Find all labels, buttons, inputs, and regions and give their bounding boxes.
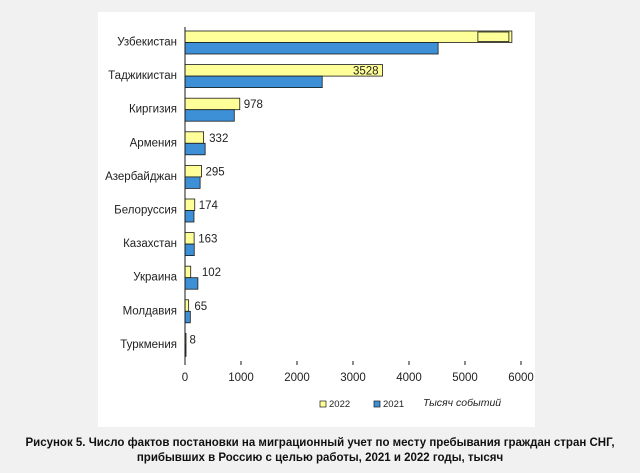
bar-2021 (184, 243, 195, 257)
caption-line-2: прибывших в Россию с целью работы, 2021 … (136, 452, 504, 464)
bar-2021 (184, 75, 323, 88)
category-label: Украина (133, 272, 177, 284)
x-tick-label: 2000 (284, 372, 310, 384)
legend-swatch (319, 400, 327, 408)
legend-label: 2022 (329, 399, 350, 410)
category-label: Белоруссия (114, 205, 177, 217)
x-tick-label: 4000 (396, 372, 422, 384)
figure-caption: Рисунок 5. Число фактов постановки на ми… (0, 436, 640, 466)
value-label: 332 (209, 133, 228, 145)
category-label: Узбекистан (117, 37, 177, 49)
bar-2022 (184, 265, 192, 279)
caption-line-1: Рисунок 5. Число фактов постановки на ми… (25, 437, 615, 449)
bar-chart: Узбекистан Таджикистан Киргизия Армения Азер… (105, 27, 534, 410)
category-label: Туркмения (120, 339, 177, 351)
value-label: 174 (199, 200, 219, 212)
bar-2022 (184, 97, 241, 111)
category-label: Армения (130, 137, 177, 149)
bar-2021 (184, 310, 191, 324)
category-label: Казахстан (123, 238, 177, 250)
value-label: 65 (194, 301, 207, 313)
bar-2022 (184, 30, 513, 43)
bar-2021 (184, 176, 201, 189)
x-tick-label: 1000 (228, 372, 254, 384)
bar-2021 (184, 42, 439, 55)
x-unit-label: Тысяч событий (423, 397, 501, 409)
bar-2022 (184, 131, 204, 144)
value-label: 8 (189, 334, 195, 346)
x-tick-label: 0 (182, 372, 188, 384)
category-label: Таджикистан (108, 70, 177, 82)
value-label: 163 (198, 234, 217, 246)
bar-2022 (184, 232, 195, 245)
value-label: 3528 (353, 66, 379, 78)
value-label-box (477, 31, 510, 42)
x-tick-label: 3000 (340, 372, 366, 384)
x-tick-label: 6000 (508, 372, 534, 384)
value-label: 295 (206, 166, 225, 178)
value-label: 102 (202, 267, 221, 279)
chart-panel: Узбекистан Таджикистан Киргизия Армения Азер… (98, 12, 535, 427)
bar-2021 (184, 277, 199, 290)
bar-2022 (184, 198, 196, 211)
bar-2021 (184, 142, 206, 156)
category-label: Молдавия (123, 305, 177, 317)
x-tick-label: 5000 (452, 372, 478, 384)
bar-2022 (184, 299, 190, 312)
bar-2022 (184, 164, 202, 178)
category-label: Киргизия (129, 104, 177, 116)
value-label: 978 (244, 99, 263, 111)
bar-2021 (184, 210, 195, 223)
category-label: Азербайджан (105, 171, 177, 183)
legend-swatch (373, 400, 381, 408)
legend-label: 2021 (383, 399, 404, 410)
bar-2021 (184, 109, 235, 122)
